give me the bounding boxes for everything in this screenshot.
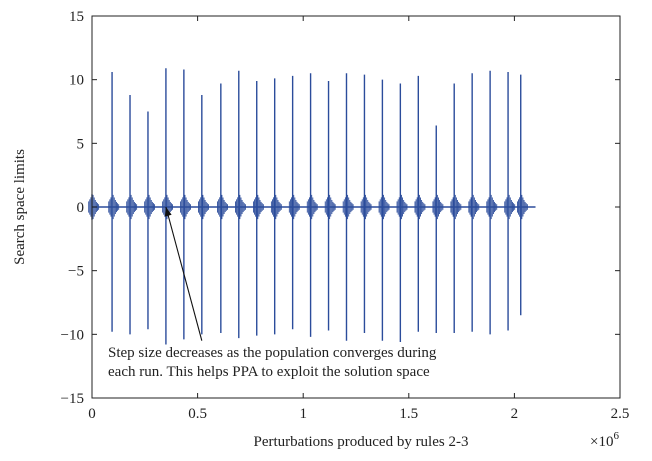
y-tick-label: 15	[69, 9, 84, 25]
run-spike	[486, 70, 498, 335]
run-spike	[414, 75, 426, 332]
annotation-line: Step size decreases as the population co…	[108, 345, 437, 361]
run-spike	[108, 72, 120, 332]
x-axis-multiplier: ×106	[590, 430, 619, 450]
annotation-text: Step size decreases as the population co…	[108, 345, 437, 380]
run-spike	[198, 94, 209, 335]
x-tick-label: 0	[88, 406, 96, 422]
run-spike	[288, 75, 300, 330]
run-spike	[324, 80, 336, 331]
annotation-arrow-line	[165, 206, 203, 341]
run-spike	[468, 73, 480, 332]
run-spike	[252, 80, 264, 336]
annotation-line: each run. This helps PPA to exploit the …	[108, 364, 430, 380]
y-tick-label: −5	[68, 264, 84, 280]
y-tick-label: 0	[77, 200, 85, 216]
y-tick-label: −15	[61, 391, 84, 407]
annotation-arrow-head	[164, 207, 172, 217]
x-axis-multiplier-base: ×10	[590, 434, 613, 450]
run-spike	[396, 83, 408, 342]
run-spike	[180, 69, 191, 340]
run-spike	[516, 74, 528, 316]
x-tick-label: 1	[299, 406, 307, 422]
run-spike	[450, 83, 462, 334]
y-axis-label: Search space limits	[12, 149, 28, 265]
y-tick-label: −10	[61, 327, 84, 343]
x-tick-label: 2.5	[611, 406, 630, 422]
y-tick-label: 5	[77, 136, 85, 152]
tick-layer: 0 0.5 1 1.5 2 2.5 −15 −10 −5 0 5 10 15	[61, 9, 630, 422]
run-spike	[360, 74, 372, 334]
run-spike	[235, 70, 246, 339]
run-spike	[217, 83, 228, 334]
run-spike	[432, 125, 444, 334]
run-spike	[306, 73, 318, 337]
run-spike	[126, 94, 138, 335]
x-tick-label: 0.5	[188, 406, 207, 422]
y-tick-label: 10	[69, 73, 84, 89]
run-spike	[342, 73, 354, 341]
x-axis-multiplier-exponent: 6	[613, 430, 619, 442]
data-layer	[88, 68, 536, 345]
run-spike	[270, 78, 282, 335]
annotation: Step size decreases as the population co…	[108, 206, 437, 380]
x-axis-label: Perturbations produced by rules 2-3	[254, 434, 469, 450]
x-tick-label: 1.5	[399, 406, 418, 422]
run-spike	[378, 79, 390, 341]
x-tick-label: 2	[511, 406, 519, 422]
run-spike	[144, 111, 156, 330]
run-spike	[504, 72, 516, 331]
